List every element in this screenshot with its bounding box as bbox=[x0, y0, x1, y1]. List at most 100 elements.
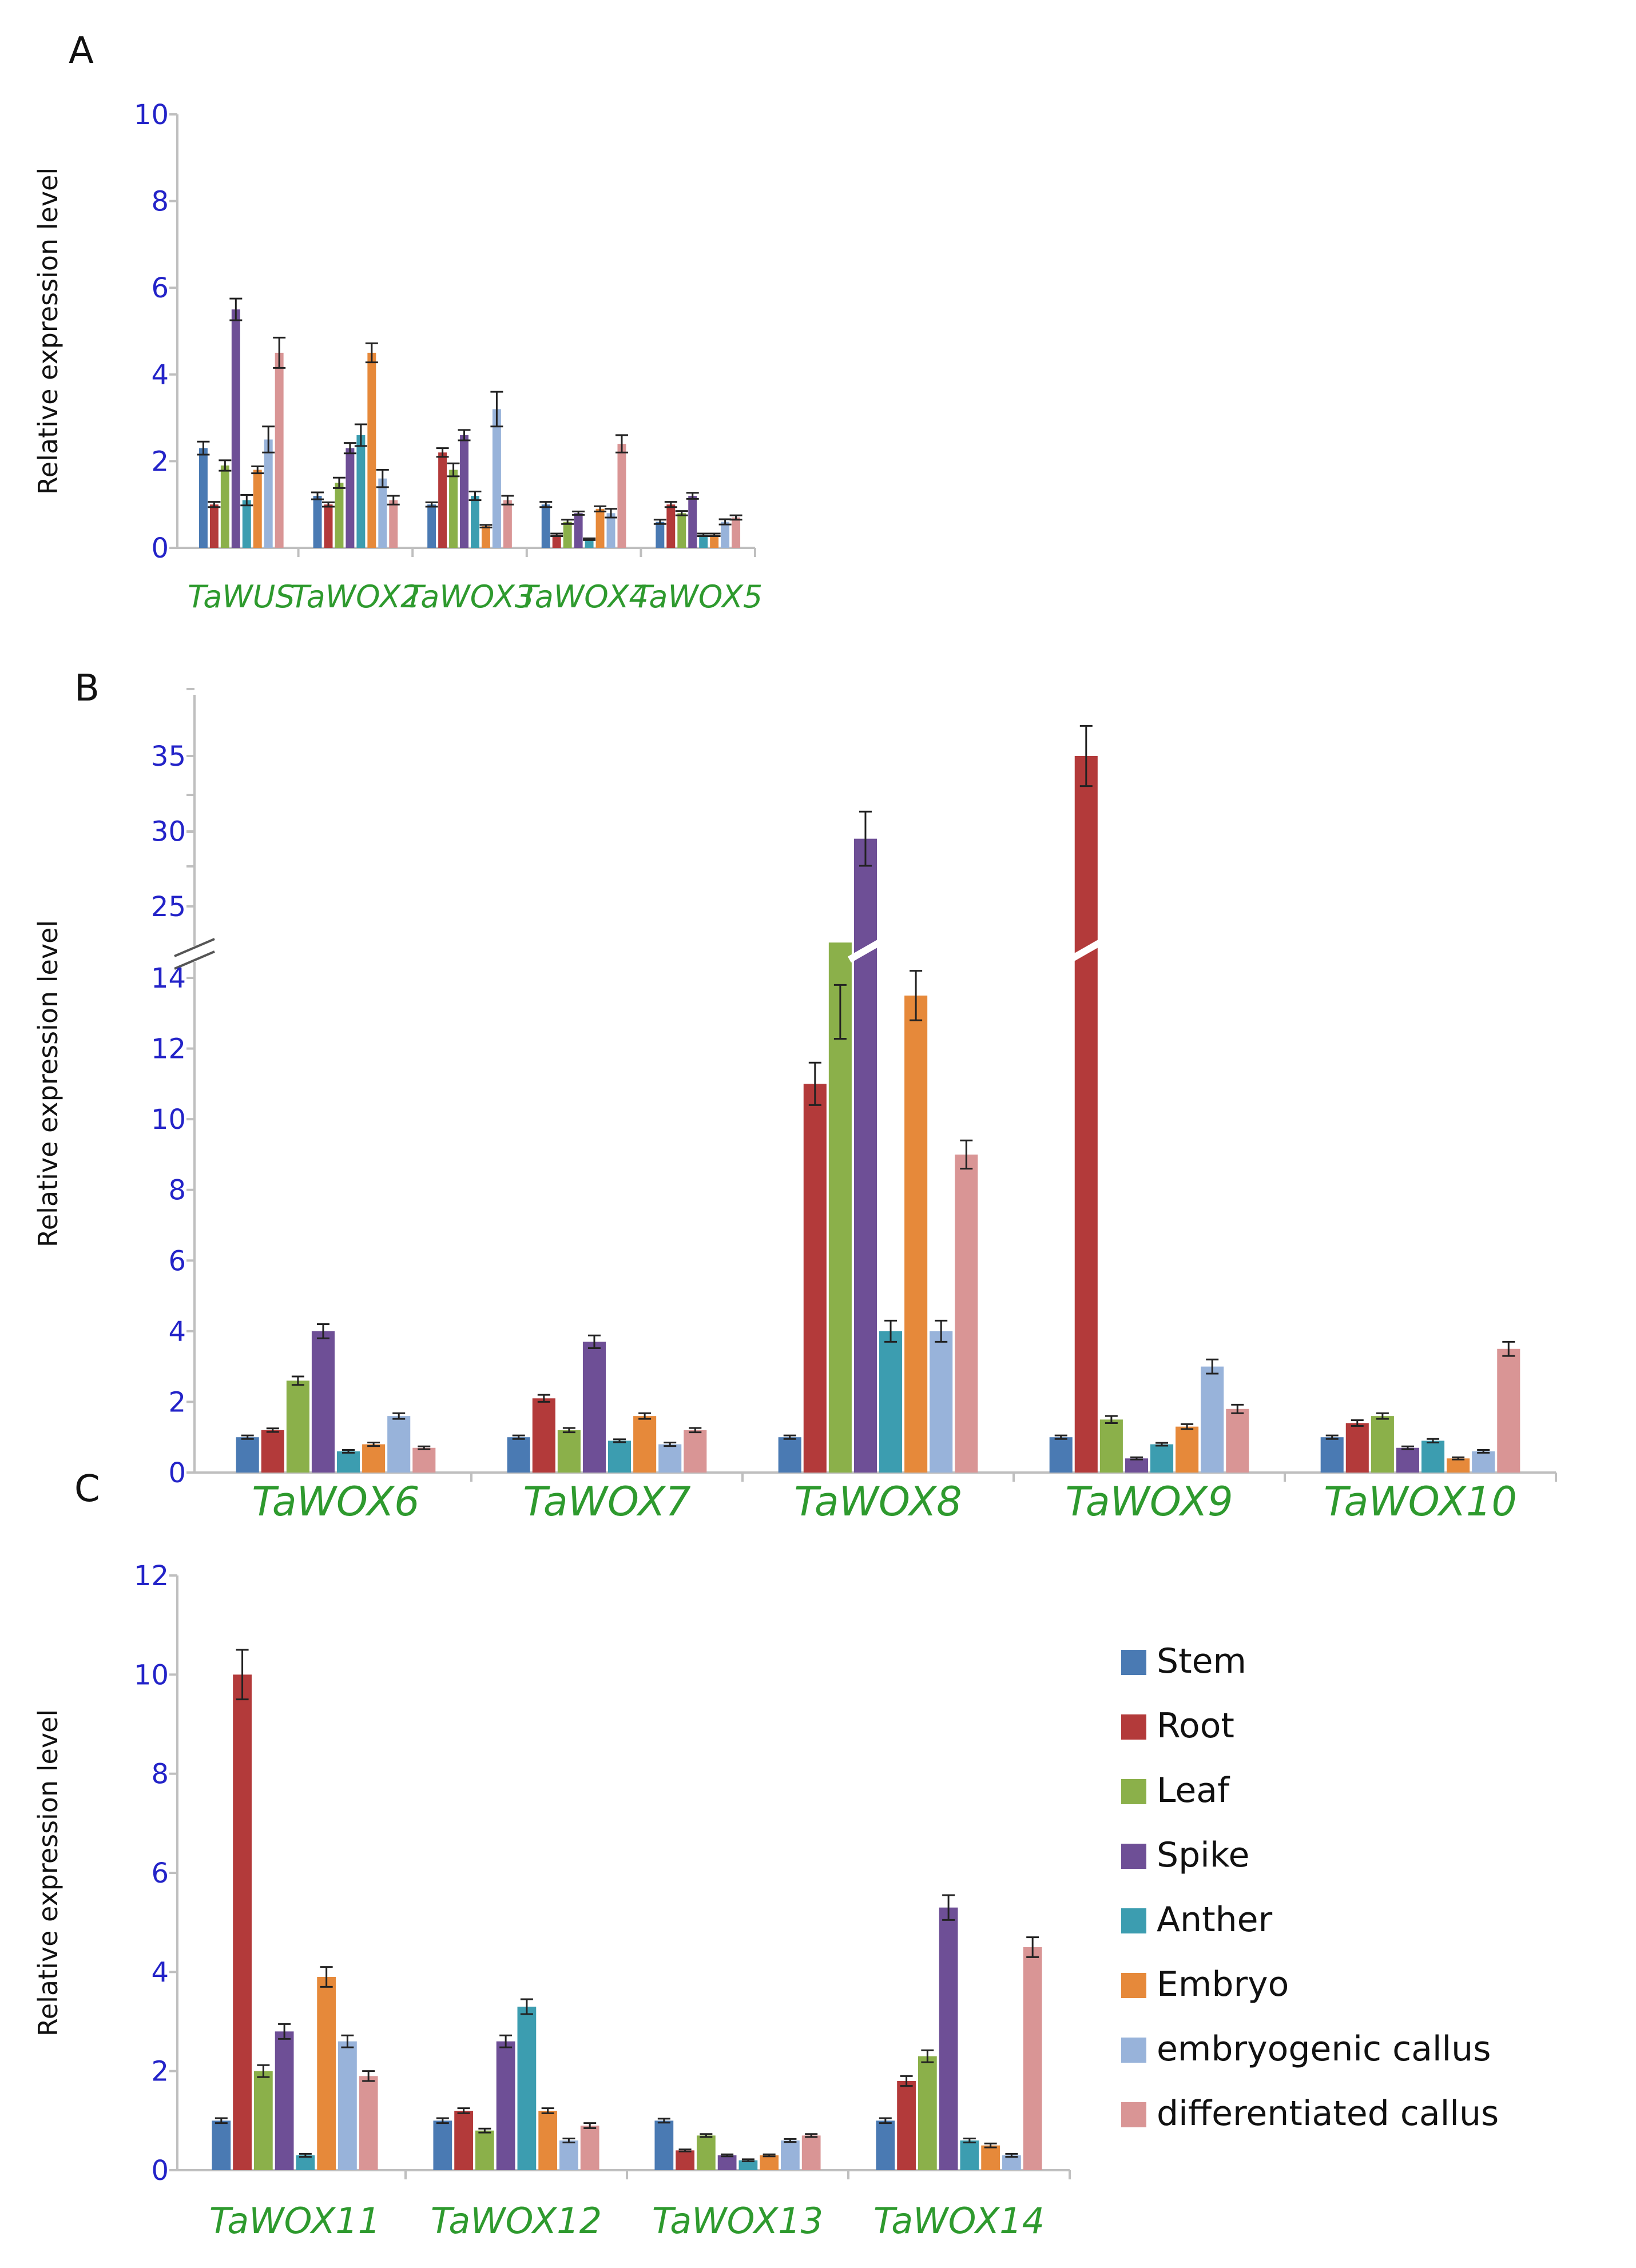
bar-tawox6-anther bbox=[337, 1451, 360, 1473]
bar-tawox7-spike bbox=[582, 1342, 606, 1473]
bar-tawox2-spike bbox=[346, 448, 355, 548]
bar-tawox14-spike bbox=[939, 1907, 958, 2170]
bar-tawox10-embryogenic-callus bbox=[1472, 1451, 1495, 1473]
bar-tawox11-root bbox=[233, 1674, 252, 2170]
category-label: TaWOX11 bbox=[209, 2200, 380, 2242]
bar-tawox5-differentiated-callus bbox=[732, 517, 741, 548]
bar-tawox13-embryogenic-callus bbox=[781, 2140, 800, 2170]
bar-tawox5-spike bbox=[688, 496, 697, 548]
bar-tawus-stem bbox=[198, 448, 208, 548]
category-label: TaWOX3 bbox=[405, 579, 534, 615]
y-axis-label: Relative expression level bbox=[33, 1709, 63, 2036]
bar-tawox4-leaf bbox=[563, 522, 572, 548]
bar-tawox12-anther bbox=[517, 2007, 537, 2170]
bar-tawox13-leaf bbox=[696, 2135, 716, 2170]
bar-tawox8-root bbox=[803, 1084, 827, 1473]
bar-tawox13-anther bbox=[738, 2160, 758, 2170]
bar-tawox2-differentiated-callus bbox=[389, 500, 398, 548]
bar-tawus-differentiated-callus bbox=[275, 352, 284, 548]
bar-tawox8-differentiated-callus bbox=[955, 1154, 978, 1473]
bar-tawox2-stem bbox=[313, 496, 322, 548]
bar-tawox8-embryogenic-callus bbox=[930, 1331, 953, 1473]
bar-tawox3-spike bbox=[460, 435, 468, 548]
bar-tawox3-stem bbox=[427, 504, 436, 548]
bar-tawox7-leaf bbox=[557, 1430, 581, 1473]
bar-tawox7-differentiated-callus bbox=[684, 1430, 707, 1473]
bar-tawox6-spike bbox=[311, 1331, 335, 1473]
y-tick-label: 8 bbox=[151, 186, 169, 218]
chart-panel-b: 0 2 4 6 8 10 12 14 25 30 35 TaWOX6 TaWOX7 TaWOX8 TaWOX… bbox=[33, 688, 1557, 1525]
bar-tawox3-anther bbox=[471, 496, 479, 548]
bar-tawox12-spike bbox=[496, 2041, 515, 2170]
category-label: TaWOX4 bbox=[519, 579, 648, 615]
panel-a-label: A bbox=[69, 30, 94, 72]
category-label: TaWOX8 bbox=[794, 1478, 962, 1525]
bar-tawox3-embryogenic-callus bbox=[492, 409, 501, 548]
bar-tawox4-spike bbox=[574, 513, 583, 548]
bar-tawox9-root bbox=[1074, 756, 1098, 1473]
bar-tawox11-anther bbox=[296, 2155, 315, 2170]
bar-tawox14-stem bbox=[876, 2120, 895, 2170]
y-tick-label: 0 bbox=[151, 532, 169, 564]
bar-tawox14-anther bbox=[960, 2140, 979, 2170]
bar-tawox11-embryo bbox=[317, 1977, 336, 2170]
bar-tawox12-differentiated-callus bbox=[580, 2126, 599, 2170]
bar-tawox13-spike bbox=[717, 2155, 737, 2170]
bar-tawox11-differentiated-callus bbox=[359, 2076, 378, 2170]
bar-tawox9-embryo bbox=[1176, 1426, 1199, 1473]
y-tick-label: 2 bbox=[151, 2056, 169, 2088]
bar-tawox2-root bbox=[324, 504, 333, 548]
bar-tawox11-leaf bbox=[253, 2071, 273, 2170]
y-tick-label: 14 bbox=[151, 962, 186, 994]
y-tick-label: 6 bbox=[151, 1857, 169, 1889]
bar-tawox5-embryogenic-callus bbox=[721, 522, 730, 548]
bar-tawox7-stem bbox=[507, 1437, 530, 1473]
bar-tawox8-stem bbox=[778, 1437, 801, 1473]
bar-tawox14-leaf bbox=[918, 2056, 937, 2170]
bar-tawox5-leaf bbox=[677, 513, 686, 548]
bar-tawox9-anther bbox=[1150, 1444, 1174, 1473]
bar-tawox4-differentiated-callus bbox=[617, 444, 626, 548]
legend-swatch-spike bbox=[1121, 1844, 1146, 1869]
legend-swatch-differentiated-callus bbox=[1121, 2102, 1146, 2127]
bar-tawox14-embryo bbox=[981, 2145, 1000, 2170]
bar-tawus-leaf bbox=[220, 465, 229, 548]
legend-entry-differentiated-callus: differentiated callus bbox=[1157, 2094, 1499, 2134]
bar-tawus-anther bbox=[242, 500, 251, 548]
y-tick-label: 10 bbox=[134, 99, 169, 131]
legend: Stem Root Leaf Spike Anther Embryo embryogenic… bbox=[1121, 1641, 1499, 2134]
legend-entry-embryogenic-callus: embryogenic callus bbox=[1157, 2029, 1491, 2069]
bar-tawox11-embryogenic-callus bbox=[338, 2041, 357, 2170]
bar-tawox5-root bbox=[666, 504, 676, 548]
panel-b-label: B bbox=[74, 667, 100, 710]
bar-tawox5-embryo bbox=[710, 535, 719, 548]
bar-tawus-embryogenic-callus bbox=[264, 439, 273, 548]
category-label: TaWOX2 bbox=[291, 579, 420, 615]
category-label: TaWUS bbox=[188, 579, 295, 615]
legend-entry-spike: Spike bbox=[1157, 1835, 1249, 1875]
bar-tawox2-embryogenic-callus bbox=[378, 478, 387, 548]
bar-tawox8-anther bbox=[879, 1331, 903, 1473]
legend-entry-anther: Anther bbox=[1157, 1900, 1273, 1940]
bar-tawox9-leaf bbox=[1099, 1419, 1123, 1473]
category-label: TaWOX10 bbox=[1324, 1478, 1517, 1525]
legend-entry-embryo: Embryo bbox=[1157, 1964, 1289, 2004]
bar-break-mark bbox=[1068, 938, 1104, 963]
category-label: TaWOX7 bbox=[523, 1478, 690, 1525]
bar-tawox10-spike bbox=[1396, 1447, 1419, 1473]
bar-tawox5-anther bbox=[699, 535, 708, 548]
bar-tawox9-stem bbox=[1049, 1437, 1073, 1473]
y-tick-label: 30 bbox=[151, 816, 186, 848]
bar-tawox5-stem bbox=[656, 522, 665, 548]
y-tick-label: 4 bbox=[168, 1316, 186, 1348]
bar-break-mark bbox=[847, 938, 883, 963]
y-tick-label: 8 bbox=[168, 1175, 186, 1207]
bar-tawus-spike bbox=[231, 309, 240, 548]
bar-tawox6-embryogenic-callus bbox=[387, 1416, 411, 1473]
bar-tawox12-root bbox=[454, 2111, 473, 2170]
axis-break-mark bbox=[174, 938, 215, 957]
legend-entry-root: Root bbox=[1157, 1706, 1234, 1746]
bar-tawox6-stem bbox=[236, 1437, 259, 1473]
